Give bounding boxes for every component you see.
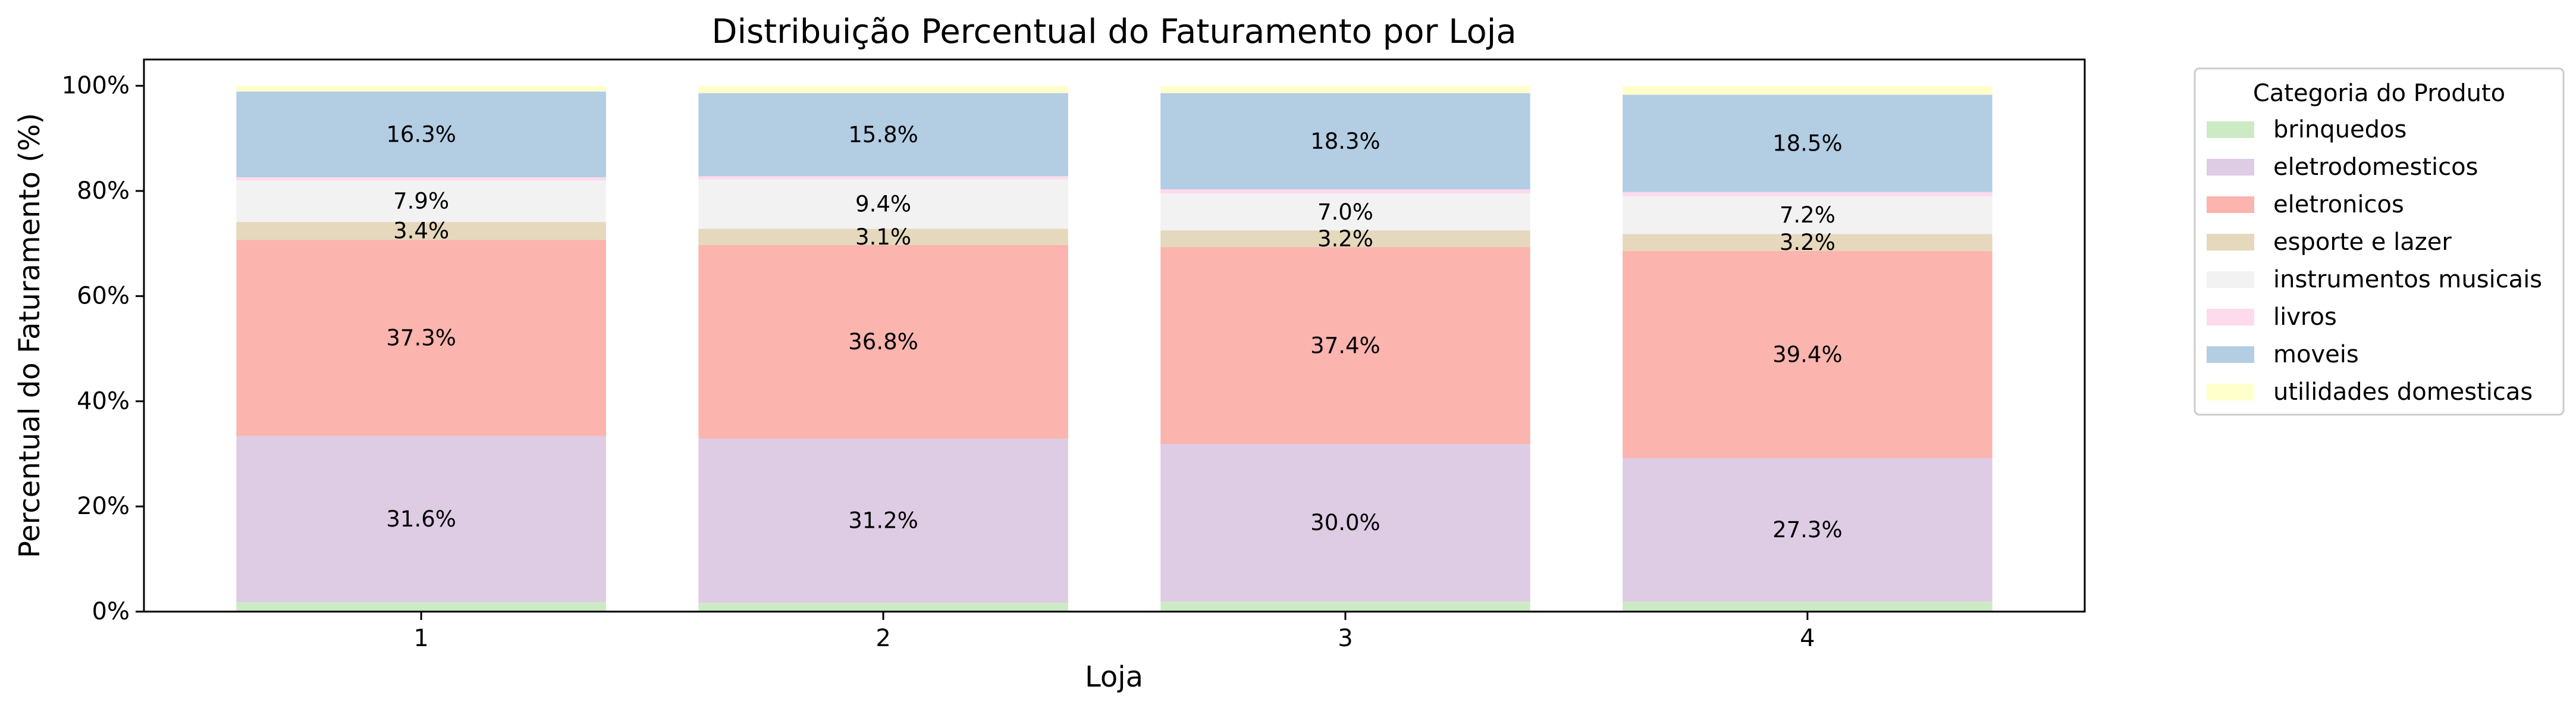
bar-segment [698,602,1068,612]
legend-swatch [2207,121,2254,138]
bar-value-label: 37.3% [386,325,456,350]
legend-label: instrumentos musicais [2273,266,2542,293]
bar-segment [698,93,1068,177]
bar-value-label: 37.4% [1310,333,1380,358]
bar-segment [1160,247,1530,444]
bars-layer [236,86,1993,612]
bar-value-label: 9.4% [855,192,911,217]
bar-segment [1623,196,1993,234]
bar-segment [698,438,1068,603]
x-tick-label: 4 [1800,625,1815,652]
legend-swatch [2207,234,2254,250]
bar-labels-layer: 31.6% 37.3% 3.4% 7.9% 16.3% 31.2% 36.8% 3.1% 9.4… [386,121,1842,543]
plot-frame [143,58,2086,613]
bar-segment [236,436,606,603]
legend-label: eletronicos [2273,191,2404,218]
bar-value-label: 18.5% [1772,130,1843,156]
bar-segment [1623,602,1993,612]
bar-segment [236,602,606,612]
legend-label: livros [2273,303,2337,331]
x-axis: 1 2 3 4 [413,612,1815,652]
bar-segment [236,177,606,181]
bar-value-label: 16.3% [386,121,456,147]
y-tick-label: 80% [77,177,130,205]
legend-label: utilidades domesticas [2273,378,2533,406]
legend-swatch [2207,309,2254,325]
legend-swatch [2207,384,2254,400]
chart-title: Distribuição Percentual do Faturamento p… [711,12,1516,51]
bar-value-label: 7.0% [1317,199,1373,225]
bar-value-label: 3.1% [855,224,911,250]
legend-label: brinquedos [2273,116,2406,143]
legend-label: esporte e lazer [2273,228,2452,256]
y-tick-label: 20% [77,493,130,520]
bar-segment [698,228,1068,245]
bar-value-label: 3.4% [393,218,449,244]
bar-value-label: 36.8% [848,329,918,355]
bar-value-label: 7.2% [1780,202,1835,228]
bar-value-label: 27.3% [1772,517,1843,543]
bar-segment [1160,93,1530,190]
legend-title: Categoria do Produto [2253,80,2505,107]
bar-value-label: 7.9% [393,189,449,214]
legend-swatch [2207,196,2254,213]
y-axis-label: Percentual do Faturamento (%) [13,113,46,558]
legend: Categoria do Produto brinquedos eletrodom… [2194,67,2565,416]
bar-segment [1623,95,1993,192]
bar-segment [698,86,1068,93]
bar-segment [698,176,1068,180]
bar-segment [1160,193,1530,231]
bar-segment [236,86,606,92]
bar-segment [1623,458,1993,602]
y-tick-label: 40% [77,387,130,415]
x-tick-label: 1 [413,625,428,652]
y-tick-label: 100% [62,72,130,99]
bar-value-label: 30.0% [1310,510,1380,535]
bar-segment [1623,234,1993,251]
x-tick-label: 3 [1338,625,1353,652]
legend-label: eletrodomesticos [2273,153,2478,181]
bar-segment [698,245,1068,439]
legend-swatch [2207,159,2254,176]
bar-segment [1623,192,1993,196]
bar-segment [236,240,606,436]
legend-swatch [2207,346,2254,363]
bar-segment [1623,250,1993,458]
x-axis-label: Loja [1085,660,1143,694]
bar-segment [236,91,606,177]
legend-swatch [2207,271,2254,288]
legend-frame [2194,67,2565,416]
legend-label: moveis [2273,341,2359,368]
bar-value-label: 39.4% [1772,342,1843,367]
bar-value-label: 15.8% [848,122,918,148]
bar-segment [1623,86,1993,95]
bar-segment [1160,444,1530,602]
legend-items: brinquedos eletrodomesticos eletronicos esp… [2207,116,2542,406]
y-tick-label: 0% [92,598,130,625]
bar-segment [236,222,606,240]
bar-value-label: 31.6% [386,506,456,532]
bar-value-label: 31.2% [848,508,918,534]
bar-segment [1160,86,1530,93]
x-tick-label: 2 [876,625,890,652]
bar-segment [1160,230,1530,248]
bar-value-label: 3.2% [1317,226,1373,252]
bar-segment [698,179,1068,229]
y-tick-label: 60% [77,283,130,310]
bar-value-label: 3.2% [1780,230,1835,255]
bar-segment [1160,602,1530,612]
bar-value-label: 18.3% [1310,129,1380,154]
bar-segment [1160,189,1530,194]
y-axis: 0% 20% 40% 60% 80% 100% [62,72,144,625]
bar-segment [236,180,606,223]
